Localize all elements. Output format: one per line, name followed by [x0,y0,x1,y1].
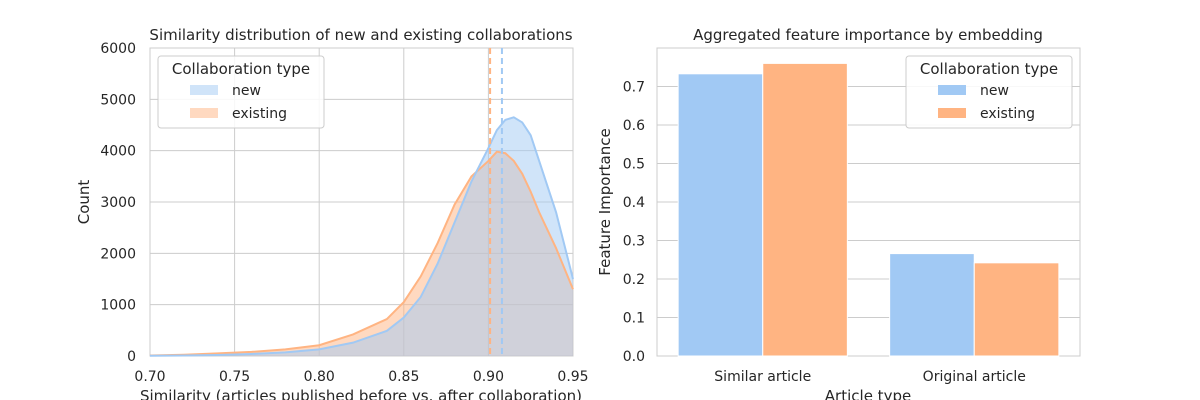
bar-y-tick-label: 0.1 [623,311,645,327]
histogram-legend-swatch-existing [190,108,218,118]
bar-new-1 [889,253,975,357]
bar-y-tick-label: 0.3 [623,234,645,250]
histogram-areas [149,116,574,357]
histogram-legend-label-existing: existing [232,106,287,122]
histogram-kde-line-new [149,116,574,357]
histogram-y-tick-label: 2000 [100,246,136,262]
bar-y-tick-label: 0.7 [623,80,645,96]
bar-y-ticks: 0.0 0.1 0.2 0.3 0.4 0.5 0.6 0.7 [623,80,645,366]
bar-legend-swatch-existing [938,108,966,118]
bar-new-0 [677,73,764,357]
histogram-y-tick-label: 6000 [100,41,136,57]
bar-x-ticks: Similar article Original article [714,369,1026,385]
histogram-x-tick-label: 0.85 [388,369,419,385]
bar-chart: Similar article Original article 0.00.10.… [596,26,1081,400]
bar-y-tick-label: 0.6 [623,118,645,134]
histogram-x-tick-label: 0.80 [304,369,335,385]
bar-x-tick-label: Original article [923,369,1026,385]
histogram-y-tick-label: 4000 [100,144,136,160]
histogram-x-tick-label: 0.75 [219,369,250,385]
histogram-x-label: Similarity (articles published before vs… [140,387,582,400]
bar-legend: Collaboration type new existing [905,55,1073,129]
histogram-y-ticks: 0 1000 2000 3000 4000 5000 6000 [100,41,136,365]
histogram-x-tick-label: 0.95 [557,369,588,385]
bar-legend-swatch-new [938,85,966,95]
bar-legend-label-new: new [980,83,1009,99]
histogram-kde-line-existing [149,150,574,357]
histogram-legend-title: Collaboration type [172,60,310,78]
histogram-y-tick-label: 0 [127,349,136,365]
bar-title: Aggregated feature importance by embeddi… [693,26,1043,44]
histogram-area-new [150,117,573,356]
bar-y-tick-label: 0.2 [623,272,645,288]
bar-existing-1 [973,262,1060,357]
histogram-x-tick-label: 0.70 [134,369,165,385]
histogram-chart: 0.70 0.75 0.80 0.85 0.90 0.95 0 1000 2000 3000 40… [75,26,589,400]
bar-y-tick-label: 0.0 [623,349,645,365]
histogram-title: Similarity distribution of new and exist… [149,26,572,44]
bar-y-tick-label: 0.5 [623,157,645,173]
bar-x-tick-label: Similar article [714,369,811,385]
histogram-legend-swatch-new [190,85,218,95]
histogram-y-label: Count [75,180,93,225]
histogram-y-tick-label: 1000 [100,298,136,314]
histogram-x-tick-label: 0.90 [473,369,504,385]
histogram-y-tick-label: 3000 [100,195,136,211]
bar-x-label: Article type [825,387,911,400]
histogram-legend-label-new: new [232,83,261,99]
bar-bars [677,62,1060,357]
histogram-y-tick-label: 5000 [100,92,136,108]
bar-y-tick-label: 0.4 [623,195,645,211]
bar-legend-title: Collaboration type [920,60,1058,78]
bar-legend-label-existing: existing [980,106,1035,122]
bar-existing-0 [762,62,848,357]
histogram-mean-lines [489,48,503,356]
histogram-legend: Collaboration type new existing [157,55,325,129]
bar-y-label: Feature Importance [596,128,614,275]
histogram-x-ticks: 0.70 0.75 0.80 0.85 0.90 0.95 [134,369,588,385]
